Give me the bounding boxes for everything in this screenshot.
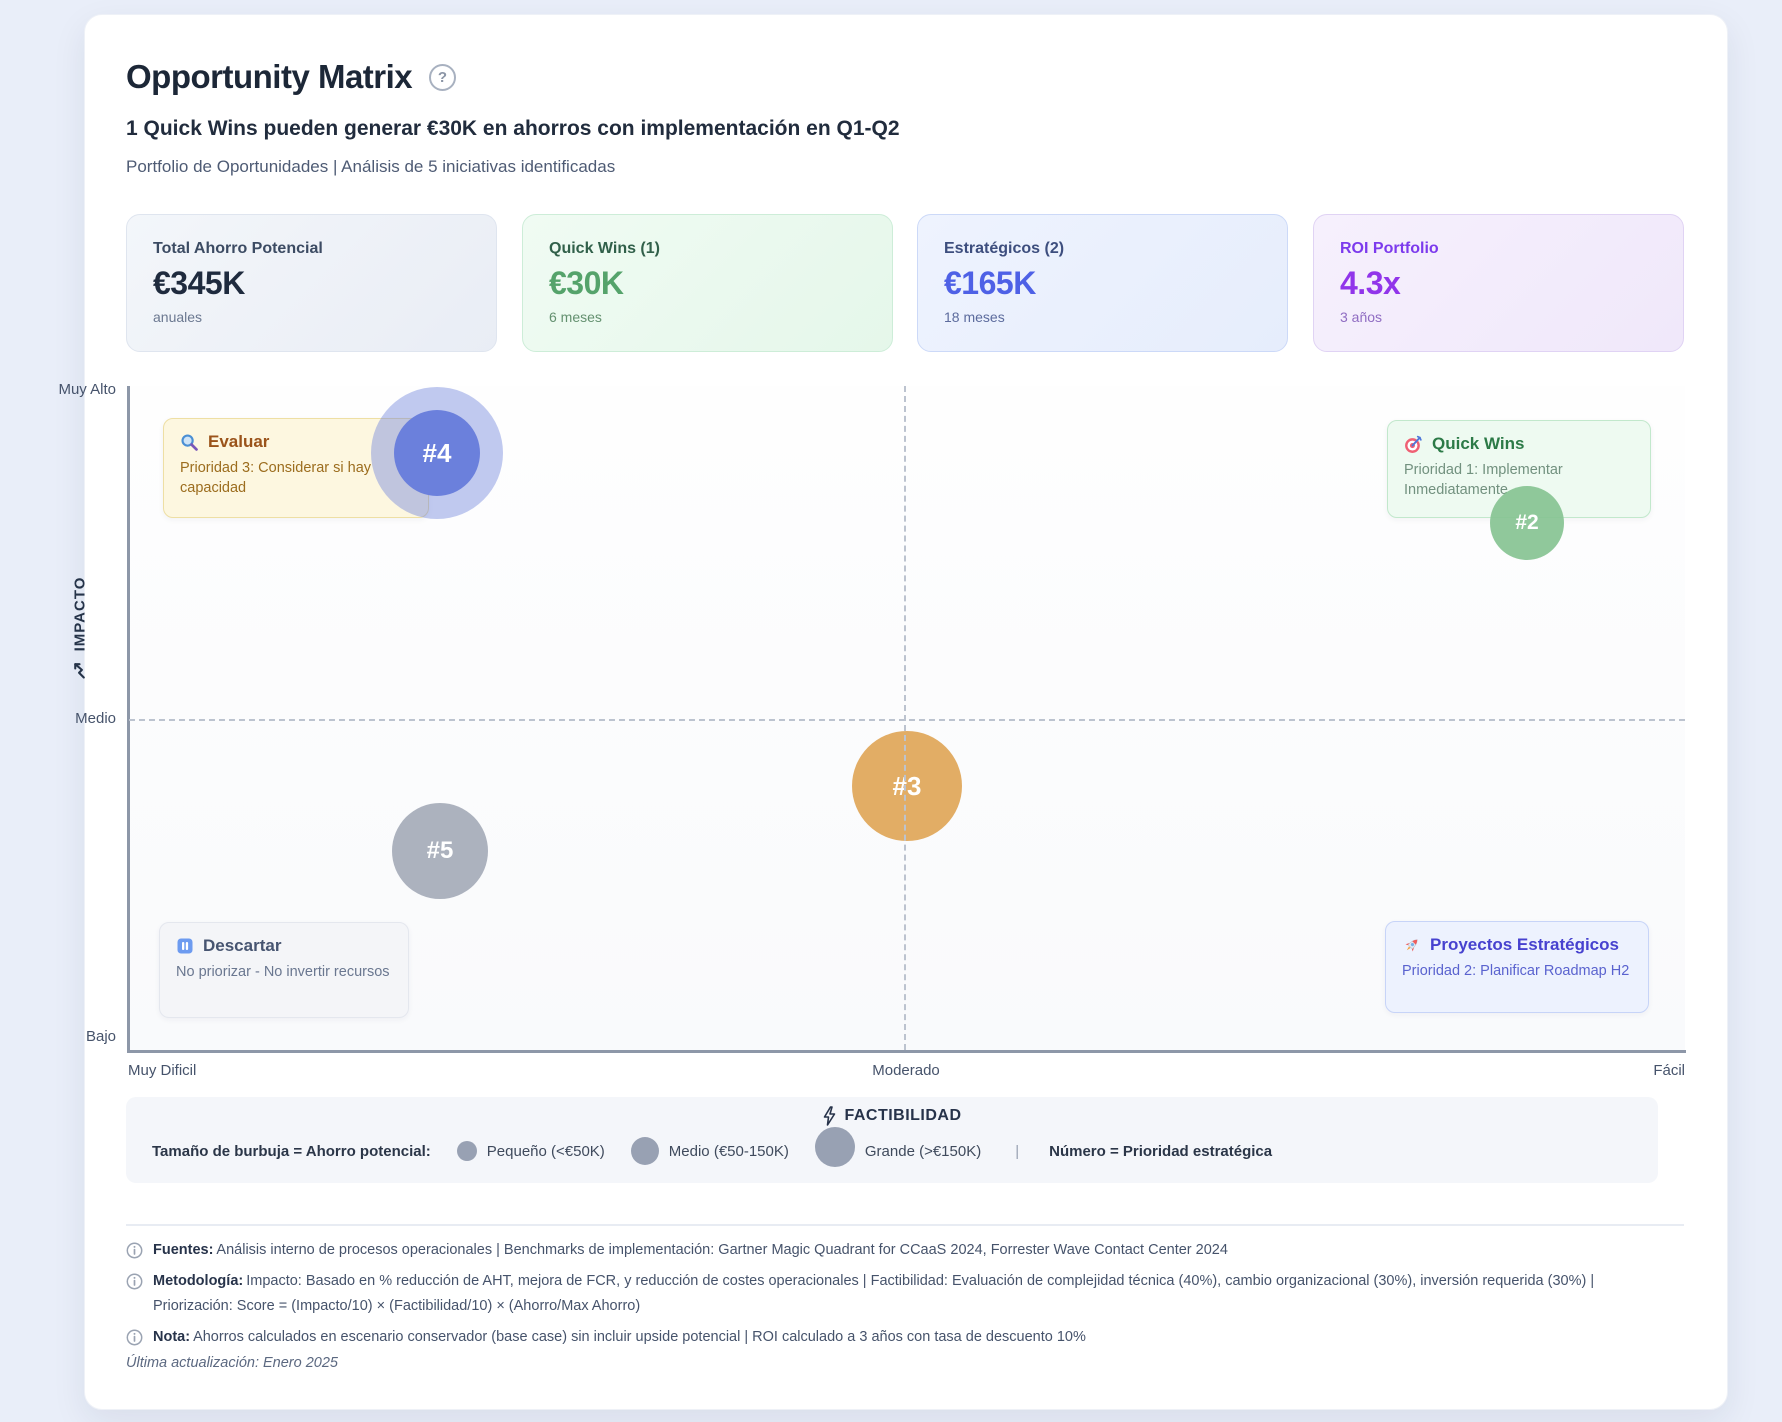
bubble-priority-3[interactable]: #3	[852, 731, 962, 841]
kpi-label: Quick Wins (1)	[549, 240, 660, 257]
kpi-label: Estratégicos (2)	[944, 240, 1065, 257]
bubble-priority-4-core: #4	[394, 410, 480, 496]
page-title: Opportunity Matrix	[126, 58, 413, 95]
legend-size-label: Tamaño de burbuja = Ahorro potencial:	[152, 1142, 431, 1160]
kpi-card-estrategicos: Estratégicos (2) €165K 18 meses	[917, 214, 1288, 352]
x-axis-line	[127, 1050, 1686, 1053]
quadrant-desc: Prioridad 2: Planificar Roadmap H2	[1402, 963, 1630, 979]
bubble-priority-5[interactable]: #5	[392, 803, 488, 899]
footnote-text: Análisis interno de procesos operacional…	[216, 1242, 1228, 1258]
bubble-label: #3	[892, 770, 922, 801]
x-tick-facil: Fácil	[1653, 1062, 1685, 1079]
bubble-label: #4	[422, 437, 452, 468]
magnifier-icon	[180, 433, 199, 452]
x-tick-muy-dificil: Muy Dificil	[128, 1062, 197, 1079]
subheadline: Portfolio de Oportunidades | Análisis de…	[126, 157, 616, 176]
footnote-lead: Nota:	[153, 1329, 191, 1345]
help-icon[interactable]: ?	[429, 64, 456, 91]
kpi-card-total-ahorro: Total Ahorro Potencial €345K anuales	[126, 214, 497, 352]
headline: 1 Quick Wins pueden generar €30K en ahor…	[126, 117, 900, 140]
legend-item-label: Medio (€50-150K)	[668, 1142, 789, 1160]
footnote-nota: Nota: Ahorros calculados en escenario con…	[126, 1325, 1671, 1355]
footer-divider	[126, 1224, 1684, 1226]
quadrant-box-proyectos-estrategicos: Proyectos Estratégicos Prioridad 2: Plan…	[1385, 921, 1649, 1013]
legend-item-label: Pequeño (<€50K)	[486, 1142, 605, 1160]
pause-icon	[176, 937, 194, 955]
bolt-icon	[822, 1106, 837, 1126]
footnote-fuentes: Fuentes: Análisis interno de procesos ope…	[126, 1238, 1671, 1268]
footnote-text: Impacto: Basado en % reducción de AHT, m…	[153, 1273, 1595, 1314]
impact-midline	[129, 719, 1685, 721]
kpi-value: €165K	[944, 265, 1036, 301]
y-axis-title: IMPACTO	[71, 577, 90, 680]
kpi-sub: 6 meses	[549, 309, 602, 325]
quadrant-title: Evaluar	[208, 432, 270, 451]
last-updated: Última actualización: Enero 2025	[126, 1355, 338, 1371]
quadrant-desc: Prioridad 1: Implementar Inmediatamente	[1404, 462, 1563, 498]
legend-items: Tamaño de burbuja = Ahorro potencial: Pe…	[126, 1127, 1658, 1174]
legend-item-label: Grande (>€150K)	[864, 1142, 982, 1160]
kpi-value: €345K	[153, 265, 245, 301]
y-axis-title-text: IMPACTO	[71, 576, 89, 652]
kpi-sub: 3 años	[1340, 309, 1383, 325]
trending-up-icon	[71, 660, 90, 679]
y-axis-line	[127, 386, 130, 1052]
info-icon	[126, 1329, 143, 1355]
footnote-lead: Metodología:	[153, 1273, 244, 1289]
info-icon	[126, 1242, 143, 1268]
kpi-label: Total Ahorro Potencial	[153, 240, 323, 257]
info-icon	[126, 1273, 143, 1319]
quadrant-desc: Prioridad 3: Considerar si hay capacidad	[180, 460, 372, 496]
kpi-sub: 18 meses	[944, 309, 1005, 325]
legend-bar: FACTIBILIDAD Tamaño de burbuja = Ahorro …	[126, 1097, 1658, 1183]
y-tick-bajo: Bajo	[85, 1028, 116, 1045]
legend-separator: |	[1015, 1142, 1020, 1160]
footnote-metodologia: Metodología: Impacto: Basado en % reducci…	[126, 1269, 1671, 1319]
help-glyph: ?	[437, 69, 448, 86]
target-icon	[1404, 435, 1423, 454]
y-tick-medio: Medio	[75, 710, 116, 727]
x-axis-title: FACTIBILIDAD	[126, 1104, 1658, 1128]
kpi-value: €30K	[549, 265, 624, 301]
quadrant-title: Descartar	[203, 936, 282, 955]
quadrant-title: Quick Wins	[1432, 434, 1525, 453]
kpi-card-quick-wins: Quick Wins (1) €30K 6 meses	[522, 214, 893, 352]
legend-circle-medium	[630, 1137, 659, 1165]
kpi-sub: anuales	[153, 309, 203, 325]
rocket-icon	[1402, 936, 1421, 955]
x-axis-title-text: FACTIBILIDAD	[844, 1107, 962, 1124]
bubble-priority-4[interactable]: #4	[371, 387, 503, 519]
kpi-card-roi-portfolio: ROI Portfolio 4.3x 3 años	[1313, 214, 1684, 352]
bubble-priority-2[interactable]: #2	[1490, 486, 1564, 560]
y-tick-muy-alto: Muy Alto	[58, 381, 116, 398]
factibilidad-midline	[904, 386, 906, 1050]
quadrant-box-descartar: Descartar No priorizar - No invertir rec…	[159, 922, 409, 1018]
legend-circle-small	[456, 1141, 477, 1161]
kpi-label: ROI Portfolio	[1340, 240, 1439, 257]
bubble-label: #2	[1515, 511, 1539, 534]
kpi-value: 4.3x	[1340, 265, 1401, 301]
footnote-lead: Fuentes:	[153, 1242, 214, 1258]
quadrant-title: Proyectos Estratégicos	[1430, 935, 1619, 954]
legend-circle-large	[814, 1127, 855, 1167]
quadrant-desc: No priorizar - No invertir recursos	[176, 964, 390, 980]
x-tick-moderado: Moderado	[872, 1062, 940, 1079]
bubble-label: #5	[426, 837, 454, 864]
footnote-text: Ahorros calculados en escenario conserva…	[193, 1329, 1086, 1345]
legend-number-label: Número = Prioridad estratégica	[1049, 1142, 1273, 1160]
